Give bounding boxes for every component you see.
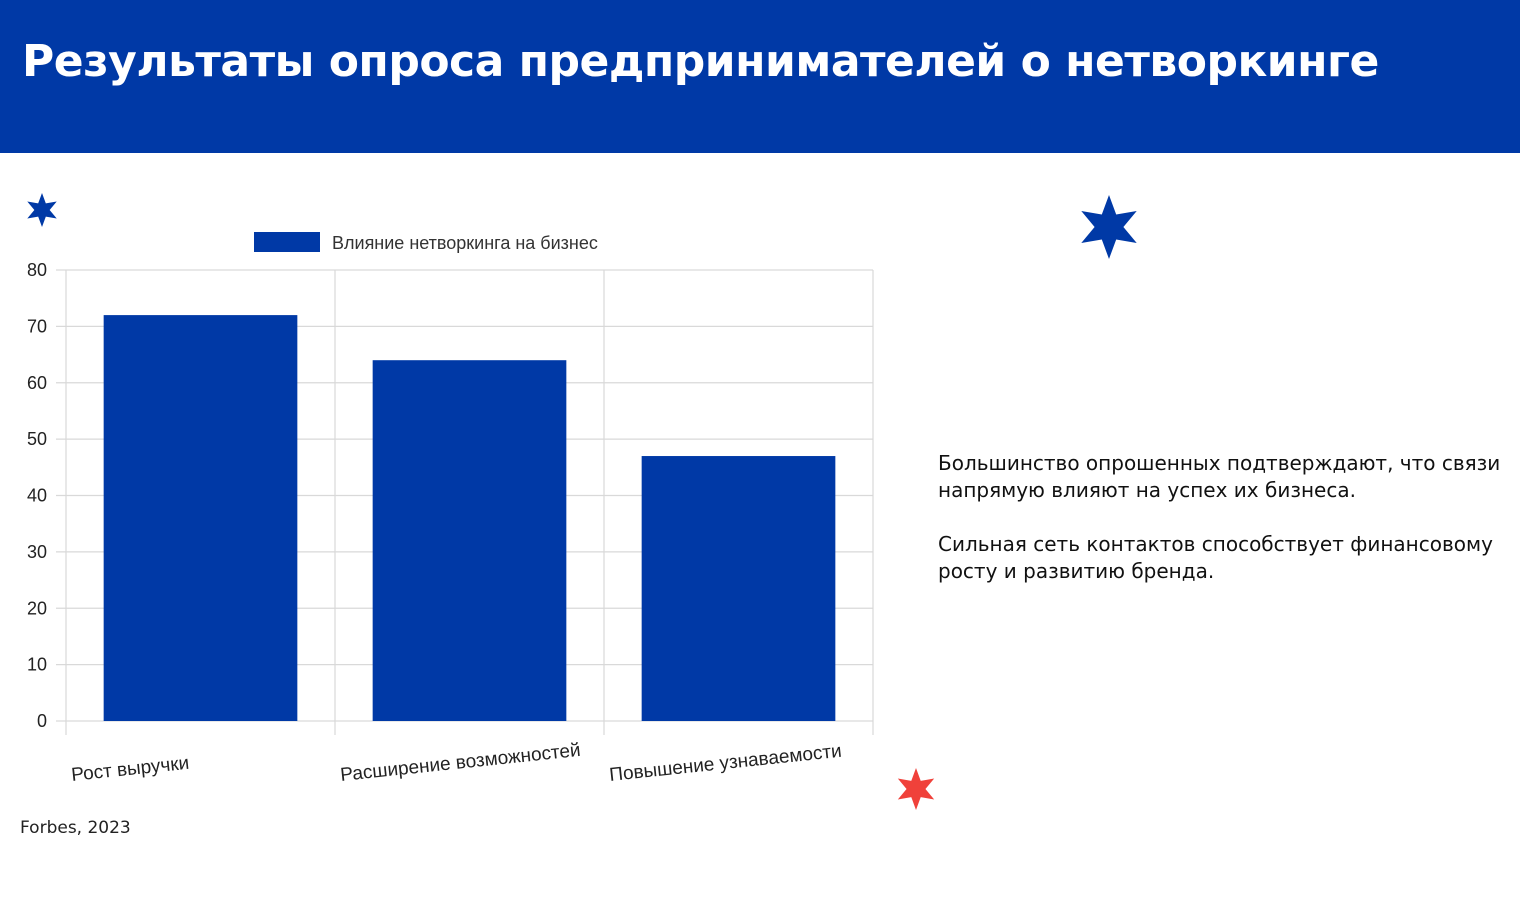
bar xyxy=(641,456,836,721)
bar-chart: 0 10 20 30 40 50 60 70 80 Рост выручки Расширение … xyxy=(27,232,874,786)
y-tick-label: 30 xyxy=(27,542,47,562)
legend-label: Влияние нетворкинга на бизнес xyxy=(332,233,598,253)
y-tick-label: 0 xyxy=(37,711,47,731)
x-tick-label: Повышение узнаваемости xyxy=(608,741,842,786)
star-icon xyxy=(897,768,935,810)
x-tick-label: Расширение возможностей xyxy=(339,740,581,786)
y-tick-label: 70 xyxy=(27,316,47,336)
y-tick-label: 60 xyxy=(27,373,47,393)
page-title: Результаты опроса предпринимателей о нет… xyxy=(22,36,1379,87)
side-text: Большинство опрошенных подтверждают, что… xyxy=(938,450,1508,612)
y-tick-label: 50 xyxy=(27,429,47,449)
star-icon xyxy=(1081,195,1137,259)
side-paragraph-2: Сильная сеть контактов способствует фина… xyxy=(938,532,1493,583)
y-tick-label: 20 xyxy=(27,598,47,618)
y-tick-label: 10 xyxy=(27,655,47,675)
y-tick-label: 80 xyxy=(27,260,47,280)
side-paragraph-1: Большинство опрошенных подтверждают, что… xyxy=(938,451,1501,502)
source-note: Forbes, 2023 xyxy=(20,818,131,838)
star-icon xyxy=(27,193,57,227)
bar xyxy=(103,315,298,721)
legend-swatch xyxy=(254,232,320,252)
bar xyxy=(372,360,567,721)
x-tick-label: Рост выручки xyxy=(70,753,190,786)
y-tick-label: 40 xyxy=(27,486,47,506)
header-banner: Результаты опроса предпринимателей о нет… xyxy=(0,0,1520,153)
